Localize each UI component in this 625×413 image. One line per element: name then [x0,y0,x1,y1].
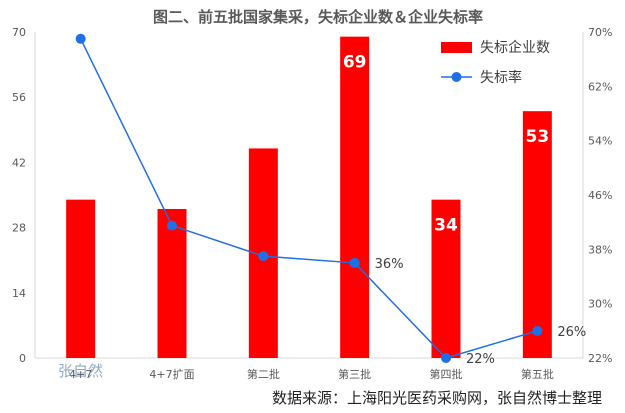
bar [522,111,552,359]
source-note: 数据来源：上海阳光医药采购网，张自然博士整理 [272,389,602,407]
chart-title: 图二、前五批国家集采，失标企业数＆企业失标率 [153,8,483,26]
legend-bar-label: 失标企业数 [480,39,550,56]
bar [157,208,187,358]
bars-layer [66,36,552,359]
bar [66,199,96,358]
x-axis-tick-label: 第三批 [338,367,371,381]
left-axis-tick-label: 56 [12,91,26,104]
x-axis-tick-label: 第二批 [247,367,280,381]
rate-point [532,325,543,336]
rate-data-label: 22% [466,352,495,367]
left-axis-tick-label: 42 [12,156,26,169]
bar-data-label: 53 [525,127,549,147]
legend-line-label: 失标率 [480,69,522,86]
right-axis-tick-label: 46% [588,189,612,202]
data-labels-layer: 69 34 53 36% 22% 26% [343,53,586,367]
left-axis-tick-label: 70 [12,26,26,39]
right-axis-tick-label: 62% [588,80,612,93]
left-axis-tick-label: 14 [12,287,26,300]
bar [340,36,370,359]
rate-point [349,257,360,268]
legend-bar-swatch [441,42,472,53]
x-axis-tick-label: 4+7扩面 [149,367,194,381]
right-axis-tick-label: 22% [588,352,612,365]
legend-line-marker [451,72,462,82]
rate-data-label: 26% [557,325,586,340]
bar-data-label: 34 [434,216,458,236]
right-axis-tick-label: 38% [588,243,612,256]
x-axis-tick-label: 4+7 [69,368,92,381]
bar [431,199,461,358]
rate-point [75,33,86,44]
rate-data-label: 36% [375,257,404,272]
x-axis-tick-label: 第四批 [430,367,463,381]
right-axis-tick-label: 70% [588,26,612,39]
rate-line-layer [75,33,543,363]
rate-point [258,251,269,262]
right-axis-tick-label: 54% [588,135,612,148]
rate-point [167,220,177,231]
left-axis-tick-label: 0 [19,352,26,365]
left-axis-tick-label: 28 [12,222,26,235]
rate-series-line [79,38,538,359]
watermark-text: 张自然 [58,362,103,380]
x-axis-tick-label: 第五批 [521,367,554,381]
axes: 0 14 28 42 56 70 22% 30% 38% 46% 54% 62% 70% 4+7 4+7扩面… [12,26,612,381]
bar-data-label: 69 [343,53,367,73]
rate-point [441,353,451,363]
right-axis-tick-label: 30% [588,298,612,311]
